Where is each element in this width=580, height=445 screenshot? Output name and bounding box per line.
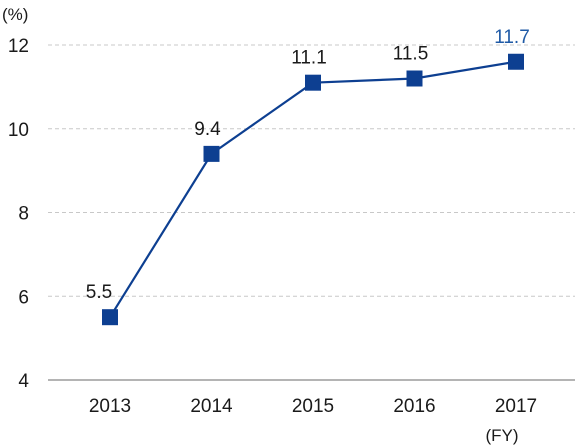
series-line xyxy=(109,60,517,318)
data-point-marker xyxy=(305,74,321,91)
x-tick-label: 2017 xyxy=(495,396,537,417)
data-point-marker xyxy=(508,53,524,70)
y-tick-label: 10 xyxy=(8,120,29,141)
y-tick-label: 4 xyxy=(18,371,29,392)
x-tick-label: 2014 xyxy=(190,396,233,417)
data-label: 9.4 xyxy=(194,119,221,140)
data-label: 11.7 xyxy=(494,27,530,48)
data-label: 11.5 xyxy=(393,44,429,65)
data-point-marker xyxy=(102,309,118,326)
y-tick-label: 6 xyxy=(18,287,29,308)
x-tick-label: 2013 xyxy=(89,396,131,417)
data-label: 11.1 xyxy=(291,48,327,69)
y-unit-label: (%) xyxy=(2,5,28,24)
y-tick-label: 12 xyxy=(8,36,29,57)
data-point-marker xyxy=(406,70,423,87)
y-tick-label: 8 xyxy=(18,204,29,225)
data-point-marker xyxy=(203,145,220,162)
x-tick-label: 2016 xyxy=(393,396,435,417)
x-tick-label: 2015 xyxy=(292,396,334,417)
x-unit-label: (FY) xyxy=(485,426,518,445)
data-label: 5.5 xyxy=(86,282,112,303)
